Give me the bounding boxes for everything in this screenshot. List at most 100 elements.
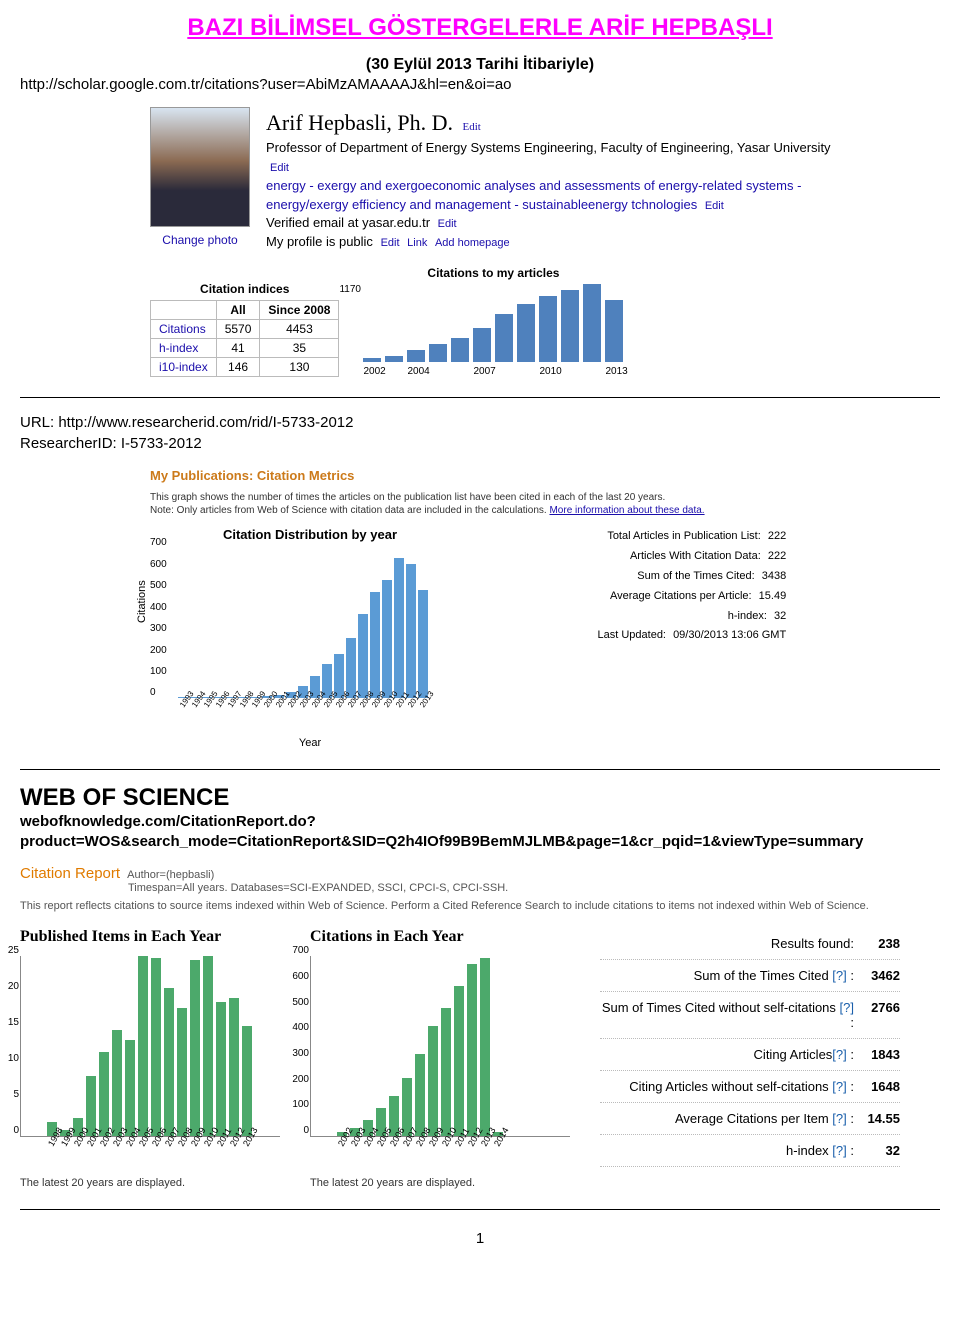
chart-bar (428, 1026, 438, 1136)
y-tick: 700 (150, 537, 167, 548)
y-tick: 700 (292, 945, 309, 956)
rid-note2: Note: Only articles from Web of Science … (150, 505, 547, 516)
wos-published-chart: Published Items in Each Year 2520151050 … (20, 928, 280, 1189)
y-tick: 15 (8, 1017, 19, 1028)
wos-chart2-title: Citations in Each Year (310, 928, 570, 946)
chart-bar (561, 290, 579, 362)
stat-label: h-index [?] : (600, 1143, 854, 1158)
idx-all: 41 (216, 339, 260, 358)
rid-chart: Citation Distribution by year Citations … (150, 527, 470, 749)
edit-link[interactable]: Edit (705, 200, 724, 212)
divider (20, 769, 940, 770)
idx-since: 4453 (260, 320, 339, 339)
rid-stats: Total Articles in Publication List: 222A… (496, 527, 786, 749)
citation-indices-table: All Since 2008 Citations55704453 h-index4… (150, 300, 339, 377)
y-tick: 100 (150, 666, 167, 677)
stat-value: 238 (854, 936, 900, 951)
divider (20, 1209, 940, 1210)
wos-footnote: The latest 20 years are displayed. (310, 1177, 570, 1189)
chart-bar (605, 300, 623, 362)
y-tick: 0 (150, 687, 156, 698)
stat-label: h-index: (597, 607, 767, 627)
rid-note1: This graph shows the number of times the… (150, 492, 665, 503)
y-tick: 200 (292, 1074, 309, 1085)
col-all: All (216, 301, 260, 320)
rid-y-axis-label: Citations (136, 581, 148, 624)
idx-since: 35 (260, 339, 339, 358)
chart-bar (112, 1030, 122, 1136)
x-tick: 2010 (539, 366, 557, 377)
stat-value: 3462 (854, 968, 900, 983)
x-tick: 2002 (363, 366, 381, 377)
idx-label[interactable]: Citations (151, 320, 217, 339)
change-photo-link[interactable]: Change photo (162, 233, 237, 247)
stat-value: 1648 (854, 1079, 900, 1094)
chart-bar (358, 614, 368, 698)
add-homepage-link[interactable]: Add homepage (435, 237, 510, 249)
stat-value: 15.49 (759, 590, 787, 602)
chart-bar (418, 590, 428, 698)
profile-photo (150, 107, 250, 227)
chart-bar (99, 1052, 109, 1136)
chart-bar (517, 304, 535, 362)
x-tick (517, 366, 535, 377)
chart-bar (467, 964, 477, 1136)
scholar-verified: Verified email at yasar.edu.tr (266, 215, 430, 230)
y-tick: 25 (8, 945, 19, 956)
chart-bar (346, 638, 356, 698)
stat-label: Sum of the Times Cited [?] : (600, 968, 854, 983)
scholar-name: Arif Hepbasli, Ph. D. (266, 110, 453, 135)
rid-section-title: My Publications: Citation Metrics (150, 468, 940, 483)
y-tick: 20 (8, 981, 19, 992)
link-link[interactable]: Link (407, 237, 427, 249)
scholar-position: Professor of Department of Energy System… (266, 140, 831, 155)
edit-link[interactable]: Edit (381, 237, 400, 249)
stat-value: 14.55 (854, 1111, 900, 1126)
stat-value: 3438 (762, 570, 786, 582)
idx-all: 5570 (216, 320, 260, 339)
x-tick (429, 366, 447, 377)
edit-link[interactable]: Edit (270, 162, 289, 174)
page-number: 1 (20, 1230, 940, 1247)
edit-link[interactable]: Edit (462, 121, 480, 133)
y-tick: 500 (150, 580, 167, 591)
y-tick: 0 (13, 1125, 19, 1136)
x-tick (385, 366, 403, 377)
col-since: Since 2008 (260, 301, 339, 320)
wos-author: Author=(hepbasli) (127, 869, 214, 881)
chart-bar (539, 296, 557, 362)
x-tick (451, 366, 469, 377)
chart-bar (429, 344, 447, 362)
chart-bar (177, 1008, 187, 1136)
researcherid-panel: My Publications: Citation Metrics This g… (150, 468, 940, 749)
stat-value: 32 (854, 1143, 900, 1158)
chart-bar (164, 988, 174, 1136)
chart-bar (441, 1008, 451, 1136)
chart-bar (125, 1040, 135, 1136)
idx-all: 146 (216, 358, 260, 377)
edit-link[interactable]: Edit (438, 218, 457, 230)
stat-label: Total Articles in Publication List: (591, 527, 761, 547)
y-tick: 5 (13, 1089, 19, 1100)
chart-bar (363, 358, 381, 362)
y-tick: 10 (8, 1053, 19, 1064)
citation-report-label: Citation Report (20, 865, 120, 882)
page-title: BAZI BİLİMSEL GÖSTERGELERLE ARİF HEPBAŞL… (20, 14, 940, 42)
idx-label[interactable]: i10-index (151, 358, 217, 377)
stat-value: 09/30/2013 13:06 GMT (673, 629, 786, 641)
scholar-url: http://scholar.google.com.tr/citations?u… (20, 76, 940, 93)
x-tick: 2004 (407, 366, 425, 377)
chart-bar (406, 564, 416, 698)
idx-label[interactable]: h-index (151, 339, 217, 358)
wos-url: webofknowledge.com/CitationReport.do?pro… (20, 812, 940, 851)
scholar-public: My profile is public (266, 234, 373, 249)
rid-more-link[interactable]: More information about these data. (549, 505, 704, 516)
stat-value: 222 (768, 530, 786, 542)
x-tick: 2007 (473, 366, 491, 377)
scholar-profile: Change photo Arif Hepbasli, Ph. D. Edit … (150, 107, 850, 377)
y-tick: 300 (292, 1048, 309, 1059)
rid-x-axis-label: Year (150, 737, 470, 749)
chart-bar (583, 284, 601, 362)
chart-bar (382, 580, 392, 698)
x-tick (495, 366, 513, 377)
